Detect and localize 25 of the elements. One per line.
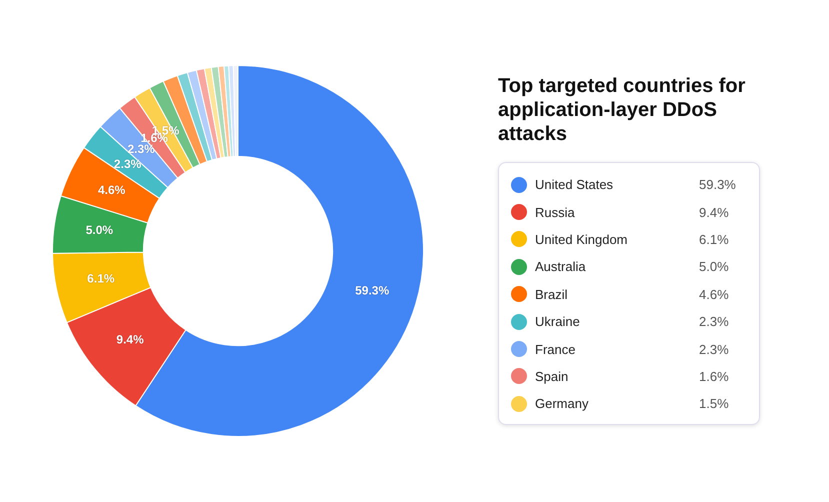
legend-label: Brazil xyxy=(535,286,569,302)
text: 59.3% xyxy=(699,177,736,192)
text: 9.4% xyxy=(699,204,729,220)
data-label: 6.1% xyxy=(87,272,115,286)
data-label: 2.3% xyxy=(114,157,142,172)
legend-label: Germany xyxy=(535,396,590,412)
data-label: 59.3% xyxy=(355,284,390,298)
data-label: 5.0% xyxy=(86,223,114,238)
text: 4.6% xyxy=(699,286,729,302)
legend-label: Ukraine xyxy=(535,314,581,330)
legend-label: France xyxy=(535,342,576,357)
data-label: 9.4% xyxy=(116,332,144,347)
text: 1.6% xyxy=(699,368,729,384)
legend-label: Spain xyxy=(535,368,570,384)
text: 5.0% xyxy=(699,259,729,274)
text: 6.1% xyxy=(699,232,729,247)
text: 2.3% xyxy=(699,314,729,330)
text: 2.3% xyxy=(699,342,729,357)
legend-label: Australia xyxy=(535,259,587,274)
legend-label: United States xyxy=(535,177,614,192)
data-label: 4.6% xyxy=(98,182,126,197)
legend-label: United Kingdom xyxy=(535,232,628,247)
text: Top targeted countries for application-layer DDoS attacks xyxy=(498,74,746,146)
text: 1.5% xyxy=(699,396,729,412)
legend-label: Russia xyxy=(535,204,576,220)
